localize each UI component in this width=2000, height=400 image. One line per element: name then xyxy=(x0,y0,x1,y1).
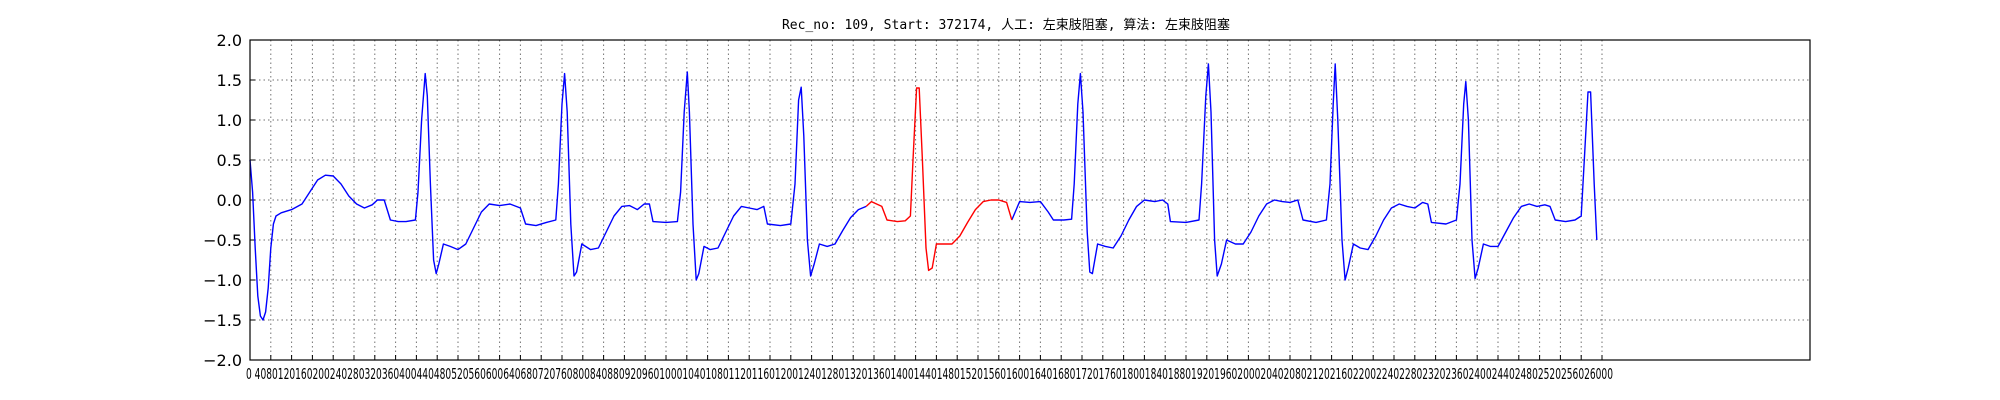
y-tick-label: −1.5 xyxy=(203,311,242,330)
y-tick-label: −1.0 xyxy=(203,271,242,290)
x-tick-labels: 0 40801201602002402803203604004404805205… xyxy=(246,365,1613,383)
y-axis-ticks: 2.0 1.5 1.0 0.5 0.0 −0.5 −1.0 −1.5 −2.0 xyxy=(203,31,255,370)
y-tick-label: −2.0 xyxy=(203,351,242,370)
y-tick-label: 1.5 xyxy=(217,71,242,90)
y-tick-label: 0.0 xyxy=(217,191,242,210)
ecg-trace xyxy=(249,63,1598,321)
chart-title: Rec_no: 109, Start: 372174, 人工: 左束肢阻塞, 算… xyxy=(782,17,1230,33)
plot-frame xyxy=(249,39,1811,361)
y-tick-label: 1.0 xyxy=(217,111,242,130)
ecg-series-line xyxy=(249,71,867,321)
y-tick-label: 2.0 xyxy=(217,31,242,50)
y-tick-label: −0.5 xyxy=(203,231,242,250)
ecg-series-line xyxy=(865,87,1013,272)
x-axis-ticks: 0 40801201602002402803203604004404805205… xyxy=(246,355,1613,383)
grid-lines xyxy=(250,40,1810,360)
ecg-series-line xyxy=(1011,63,1598,281)
y-tick-label: 0.5 xyxy=(217,151,242,170)
